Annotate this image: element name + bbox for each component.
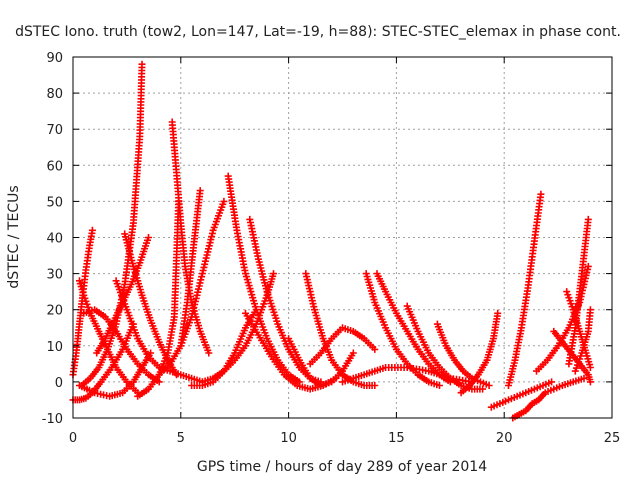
series-arc-04 bbox=[78, 60, 146, 389]
series-arc-09 bbox=[112, 277, 206, 386]
y-tick-label: 80 bbox=[46, 87, 63, 102]
y-tick-label: 50 bbox=[46, 195, 63, 210]
y-tick-label: 10 bbox=[46, 340, 63, 355]
data-point-markers bbox=[78, 60, 146, 389]
grid-layer bbox=[73, 57, 612, 418]
x-tick-label: 0 bbox=[69, 431, 77, 446]
data-point-markers bbox=[112, 277, 206, 386]
y-tick-label: 0 bbox=[55, 376, 63, 391]
y-tick-label: -10 bbox=[42, 412, 63, 427]
series-arc-35 bbox=[571, 306, 594, 375]
series-arc-07 bbox=[93, 234, 152, 357]
series-arc-06 bbox=[76, 349, 155, 400]
series-arc-21 bbox=[306, 324, 379, 368]
axis-layer: -10 0 10 20 30 40 50 60 70 80 90 0 5 10 15 20 25 bbox=[42, 51, 621, 446]
data-point-markers bbox=[457, 309, 502, 397]
y-tick-label: 20 bbox=[46, 304, 63, 319]
y-tick-label: 40 bbox=[46, 232, 63, 247]
data-point-markers bbox=[571, 306, 594, 375]
series-arc-27 bbox=[457, 309, 502, 397]
y-axis-label: dSTEC / TECUs bbox=[6, 185, 22, 288]
x-tick-label: 25 bbox=[604, 431, 621, 446]
data-point-markers bbox=[306, 324, 379, 368]
data-point-markers bbox=[224, 172, 303, 386]
series-arc-28 bbox=[487, 378, 556, 411]
data-point-markers bbox=[565, 215, 592, 368]
data-point-markers bbox=[177, 187, 204, 350]
series-arc-15 bbox=[224, 172, 303, 386]
x-axis-label: GPS time / hours of day 289 of year 2014 bbox=[197, 459, 487, 475]
plot-frame bbox=[72, 56, 613, 419]
series-arc-20 bbox=[302, 270, 379, 389]
y-tick-label: 60 bbox=[46, 159, 63, 174]
y-tick-label: 70 bbox=[46, 123, 63, 138]
series-arc-34 bbox=[565, 215, 592, 368]
x-tick-label: 5 bbox=[177, 431, 185, 446]
data-point-markers bbox=[76, 349, 155, 400]
data-point-markers bbox=[505, 190, 545, 389]
data-point-markers bbox=[302, 270, 379, 389]
data-point-markers bbox=[487, 378, 556, 411]
series-arc-25 bbox=[403, 302, 487, 393]
data-layer bbox=[69, 60, 594, 422]
y-tick-label: 30 bbox=[46, 268, 63, 283]
y-tick-label: 90 bbox=[46, 51, 63, 66]
x-tick-label: 10 bbox=[280, 431, 297, 446]
series-arc-13 bbox=[177, 187, 204, 350]
x-tick-label: 15 bbox=[388, 431, 405, 446]
data-point-markers bbox=[403, 302, 487, 393]
data-point-markers bbox=[93, 234, 152, 357]
chart-title: dSTEC Iono. truth (tow2, Lon=147, Lat=-1… bbox=[15, 24, 621, 40]
x-tick-label: 20 bbox=[496, 431, 513, 446]
series-arc-30 bbox=[505, 190, 545, 389]
